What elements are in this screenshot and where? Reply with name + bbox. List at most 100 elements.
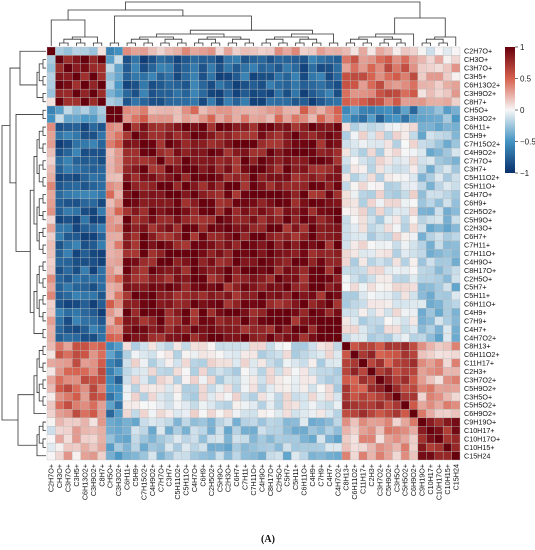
heatmap-cell (173, 451, 183, 461)
heatmap-cell (46, 274, 56, 284)
heatmap-cell (249, 206, 258, 216)
heatmap-cell (164, 63, 174, 73)
dendrogram-branch (345, 42, 356, 46)
heatmap-cell (350, 367, 360, 376)
heatmap-cell (409, 105, 419, 115)
heatmap-cell (299, 367, 309, 376)
heatmap-cell (114, 291, 124, 301)
heatmap-cell (383, 409, 393, 419)
heatmap-cell (223, 55, 233, 65)
heatmap-cell (88, 63, 98, 73)
heatmap-cell (392, 308, 402, 317)
heatmap-cell (215, 409, 225, 419)
heatmap-cell (164, 88, 174, 98)
heatmap-cell (451, 274, 461, 284)
heatmap-cell (434, 147, 444, 157)
heatmap-cell (206, 434, 216, 444)
heatmap-cell (88, 274, 98, 284)
heatmap-cell (316, 291, 326, 301)
heatmap-cell (308, 291, 317, 301)
heatmap-cell (417, 105, 427, 115)
heatmap-cell (63, 240, 73, 250)
column-label: C10H17+ (426, 464, 435, 495)
heatmap-cell (232, 80, 242, 90)
heatmap-cell (190, 164, 199, 174)
heatmap-cell (105, 164, 115, 174)
heatmap-cell (316, 206, 326, 216)
heatmap-cell (88, 223, 98, 233)
heatmap-cell (426, 105, 435, 115)
heatmap-cell (350, 341, 360, 351)
heatmap-cell (274, 97, 284, 107)
heatmap-cell (350, 392, 360, 402)
heatmap-cell (88, 198, 98, 208)
heatmap-cell (324, 173, 334, 183)
heatmap-cell (324, 341, 334, 351)
heatmap-cell (282, 223, 292, 233)
heatmap-cell (400, 392, 410, 402)
heatmap-cell (350, 240, 360, 250)
heatmap-cell (350, 265, 360, 275)
heatmap-cell (257, 198, 267, 208)
heatmap-cell (97, 63, 107, 73)
heatmap-cell (375, 249, 385, 258)
heatmap-cell (114, 333, 124, 343)
heatmap-cell (139, 417, 149, 427)
heatmap-cell (417, 198, 427, 208)
heatmap-cell (333, 409, 343, 419)
heatmap-cell (80, 324, 90, 334)
heatmap-cell (333, 240, 343, 250)
heatmap-cell (232, 249, 242, 258)
heatmap-cell (63, 451, 73, 461)
heatmap-cell (341, 426, 351, 435)
dendrogram-branch (42, 312, 46, 322)
heatmap-cell (198, 299, 208, 309)
heatmap-cell (46, 316, 56, 326)
heatmap-cell (63, 88, 73, 98)
heatmap-cell (299, 63, 309, 73)
heatmap-cell (383, 114, 393, 124)
heatmap-cell (442, 299, 452, 309)
heatmap-cell (341, 282, 351, 292)
heatmap-cell (282, 274, 292, 284)
row-label: C2H3+ (464, 367, 487, 376)
heatmap-cell (358, 341, 368, 351)
heatmap-cell (240, 173, 250, 183)
column-label: C9H19O+ (418, 464, 427, 496)
heatmap-cell (55, 164, 65, 174)
heatmap-cell (131, 240, 140, 250)
heatmap-cell (383, 181, 393, 191)
heatmap-cell (181, 139, 191, 149)
heatmap-cell (223, 282, 233, 292)
heatmap-cell (147, 417, 157, 427)
heatmap-cell (409, 147, 419, 157)
heatmap-cell (46, 46, 56, 56)
heatmap-cell (63, 232, 73, 242)
heatmap-cell (114, 249, 124, 258)
heatmap-cell (426, 392, 435, 402)
heatmap-cell (232, 122, 242, 132)
heatmap-cell (164, 451, 174, 461)
heatmap-cell (375, 198, 385, 208)
heatmap-cell (88, 257, 98, 267)
heatmap-cell (114, 392, 124, 402)
heatmap-cell (72, 97, 81, 107)
heatmap-cell (291, 451, 301, 461)
heatmap-cell (164, 232, 174, 242)
heatmap-cell (223, 63, 233, 73)
heatmap-cell (105, 426, 115, 435)
heatmap-cell (147, 383, 157, 393)
heatmap-cell (249, 257, 258, 267)
heatmap-cell (274, 232, 284, 242)
heatmap-cell (215, 156, 225, 166)
heatmap-cell (156, 350, 166, 360)
heatmap-cell (282, 72, 292, 81)
heatmap-cell (274, 223, 284, 233)
heatmap-cell (114, 97, 124, 107)
column-label: C5H5O2+ (401, 464, 410, 496)
heatmap-cell (434, 265, 444, 275)
heatmap-cell (105, 215, 115, 225)
heatmap-cell (72, 324, 81, 334)
heatmap-cell (114, 434, 124, 444)
dendrogram-branch (42, 396, 46, 406)
